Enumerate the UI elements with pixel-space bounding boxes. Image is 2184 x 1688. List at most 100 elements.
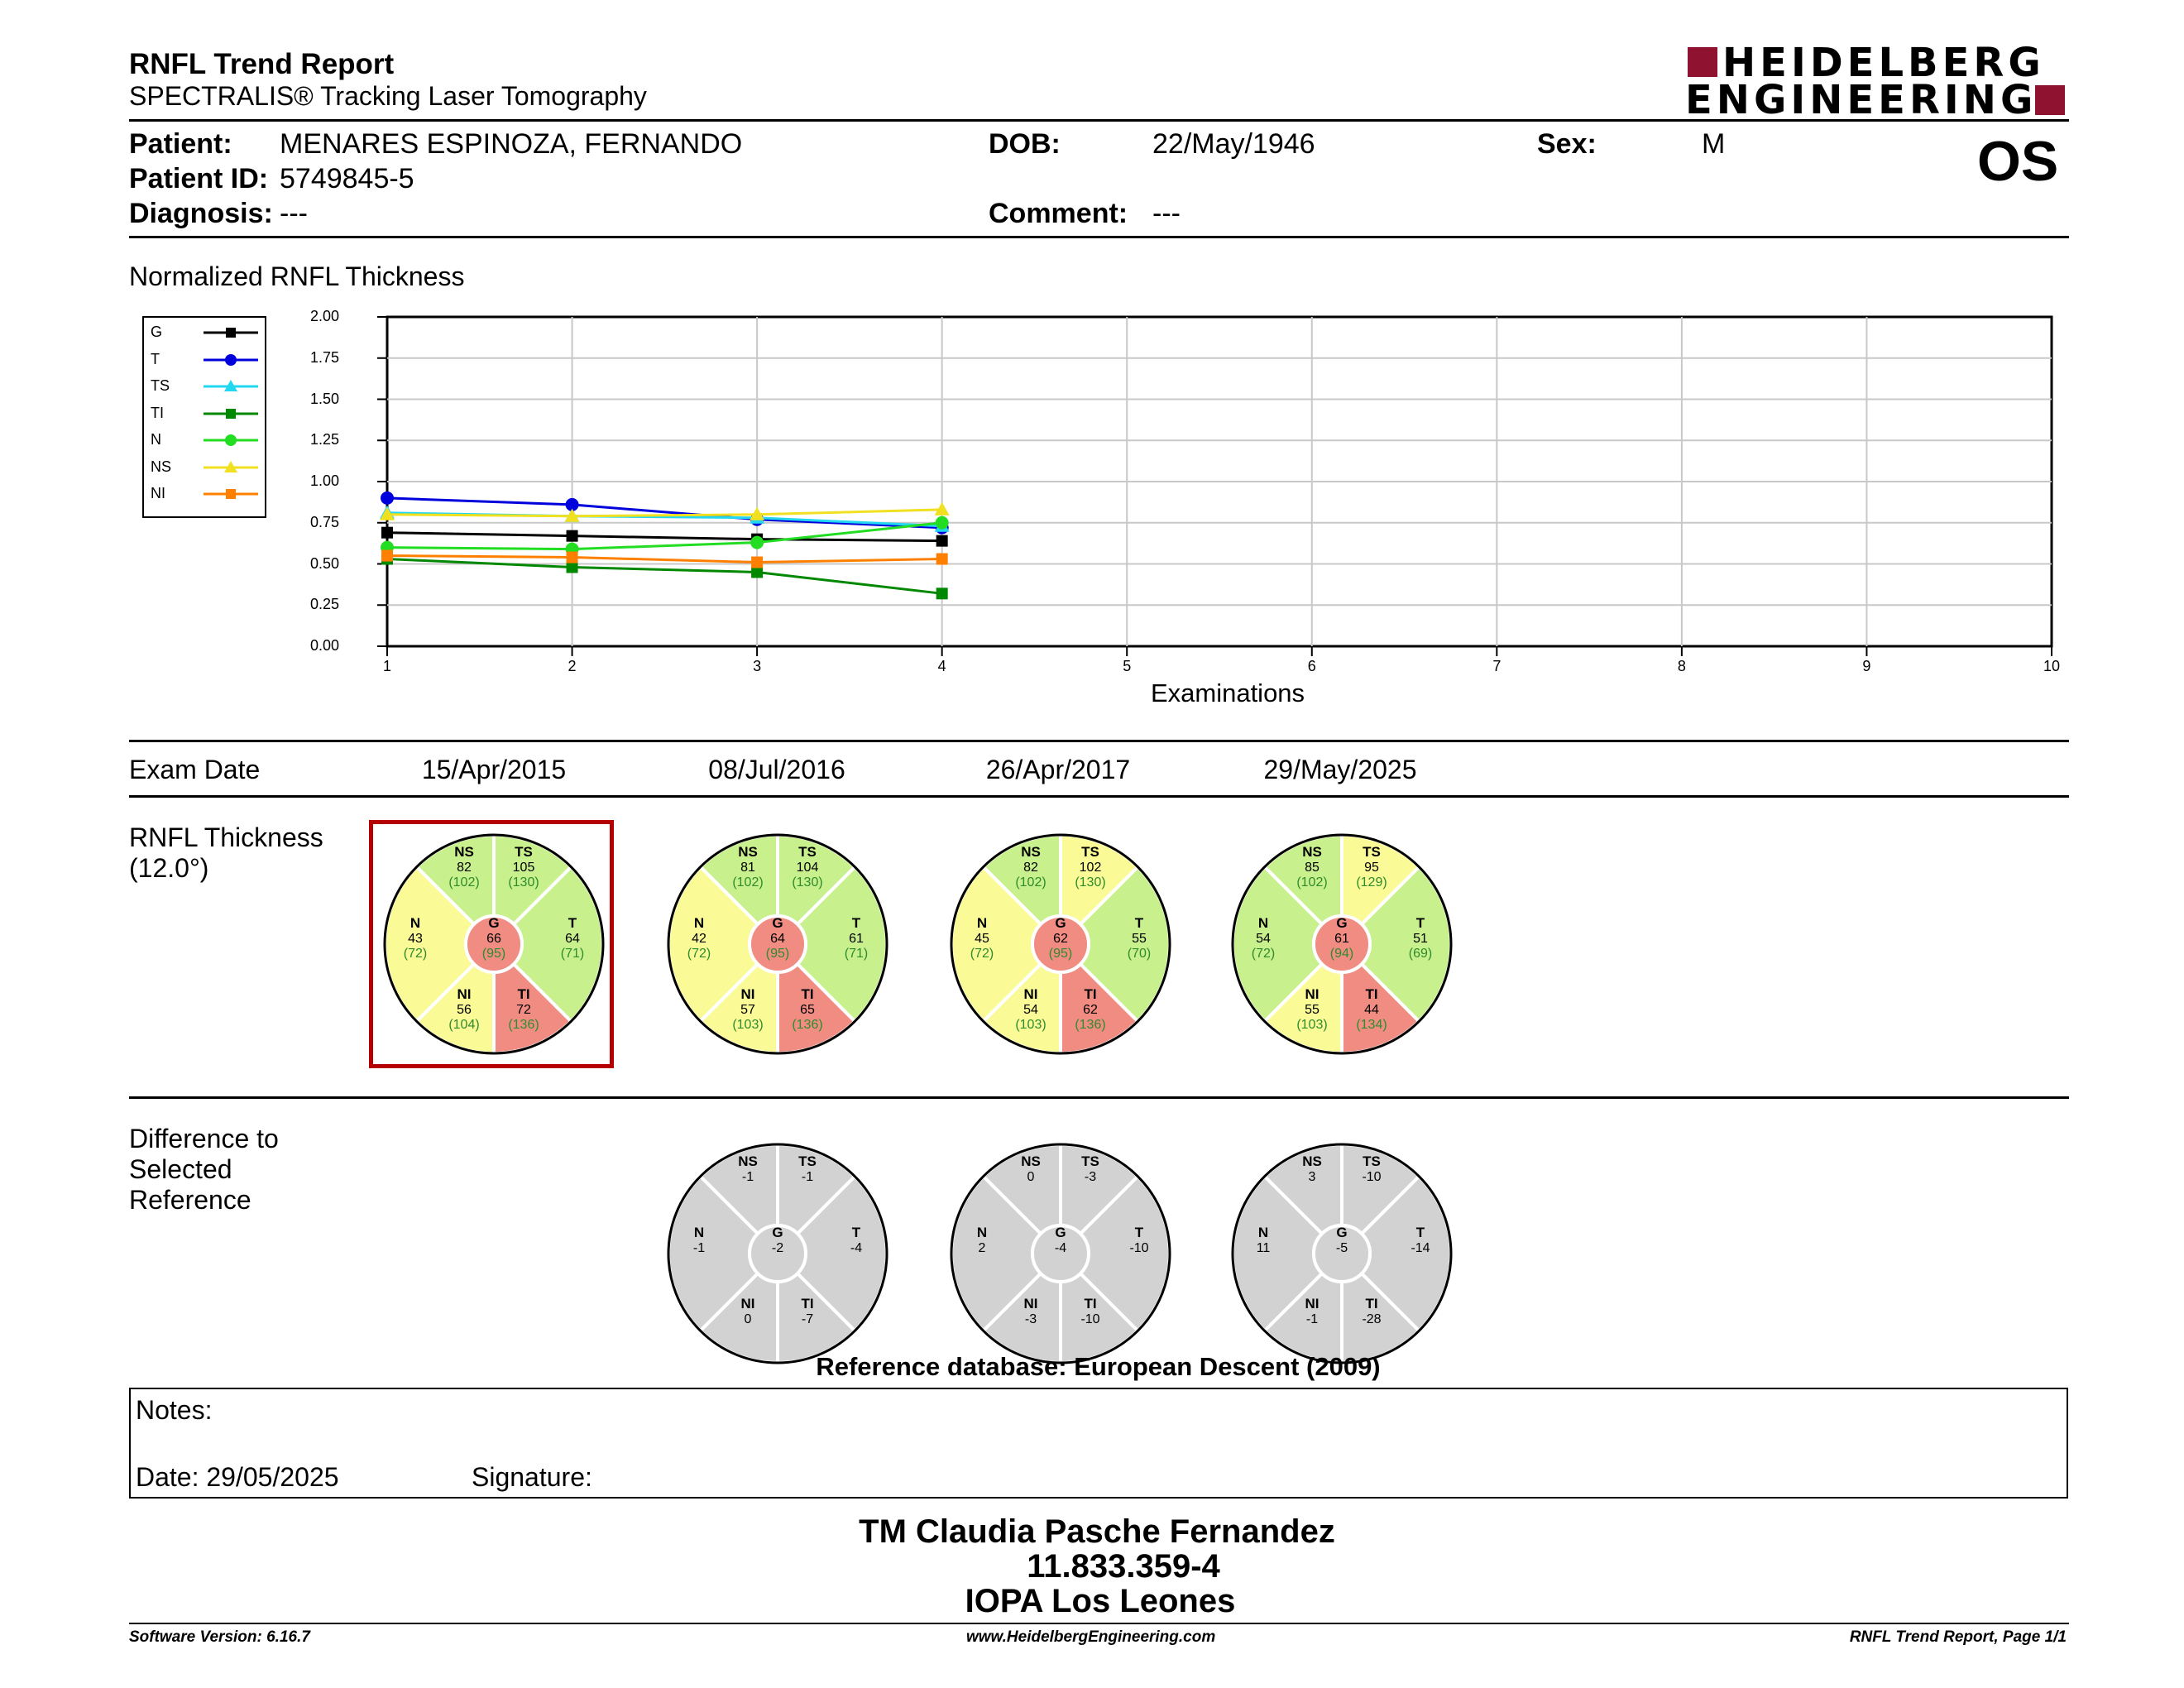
sector-name: NI [457, 986, 472, 1002]
sector-name: N [977, 1225, 987, 1240]
sector-name: TS [1081, 1153, 1099, 1169]
logo-line2: ENGINEERING [1685, 77, 2038, 123]
sector-value: 61 [849, 932, 864, 946]
sector-value: 102 [1080, 861, 1102, 875]
sex-label: Sex: [1537, 128, 1597, 160]
sector-value: 82 [457, 861, 472, 875]
stamp-id: 11.833.359-4 [1027, 1548, 1220, 1585]
sector-value: 0 [745, 1312, 752, 1326]
difference-label-1: Difference to [129, 1124, 279, 1153]
divider [129, 1096, 2069, 1099]
sector-normal: (103) [1296, 1018, 1327, 1032]
selected-reference-frame[interactable] [369, 820, 614, 1068]
sector-normal: (130) [508, 875, 539, 890]
sector-name: TS [1363, 844, 1381, 860]
legend-swatch [204, 408, 258, 419]
sector-value: 2 [979, 1241, 986, 1255]
sector-name: NS [1302, 844, 1322, 860]
sector-value: -1 [802, 1170, 813, 1184]
series-line-g [386, 531, 942, 543]
sector-normal: (95) [482, 947, 505, 961]
sector-value: -2 [772, 1241, 783, 1255]
sector-name: NI [1305, 986, 1320, 1002]
x-tick-label: 6 [1307, 658, 1316, 674]
data-point-n [750, 535, 764, 549]
sector-value: -4 [850, 1241, 862, 1255]
data-point-ns [380, 506, 395, 520]
legend-label: T [151, 350, 160, 367]
sector-normal: (71) [845, 947, 868, 961]
exam-date-4: 29/May/2025 [1263, 755, 1417, 784]
x-tick-label: 1 [382, 658, 391, 674]
sector-value: 61 [1334, 932, 1349, 946]
circle-outline [950, 833, 1171, 1055]
series-line-n [386, 521, 942, 551]
sector-value: 64 [565, 932, 580, 946]
x-tick-label: 5 [1123, 658, 1132, 674]
y-tick-label: 0.25 [309, 596, 339, 613]
sector-normal: (102) [1015, 875, 1046, 890]
data-point-ns [750, 506, 765, 520]
sector-value: 62 [1053, 932, 1068, 946]
sector-name: TS [515, 844, 533, 860]
x-tick-label: 9 [1862, 658, 1871, 674]
series-line-ns [386, 508, 942, 518]
sector-name: G [488, 915, 499, 931]
stamp-institution: IOPA Los Leones [965, 1583, 1236, 1619]
legend-swatch [204, 353, 258, 366]
sector-normal: (129) [1356, 875, 1387, 890]
sector-value: 3 [1309, 1170, 1316, 1184]
sector-name: G [1055, 1225, 1066, 1240]
sector-normal: (104) [448, 1018, 479, 1032]
notes-box[interactable]: Notes: Date: 29/05/2025 Signature: [129, 1388, 2068, 1499]
sector-value: 51 [1413, 932, 1428, 946]
logo-square-icon [2035, 85, 2065, 115]
sector-value: -10 [1080, 1312, 1099, 1326]
sector-normal: (72) [404, 947, 427, 961]
notes-label: Notes: [136, 1395, 213, 1425]
sector-value: 66 [486, 932, 501, 946]
sector-name: NI [741, 986, 755, 1002]
sector-g [748, 1224, 807, 1283]
sector-value: 54 [1023, 1003, 1038, 1017]
x-tick-label: 3 [753, 658, 762, 674]
x-tick-label: 8 [1677, 658, 1686, 674]
difference-label-3: Reference [129, 1185, 251, 1215]
sector-normal: (72) [687, 947, 711, 961]
sector-normal: (72) [970, 947, 994, 961]
exam-date-1: 15/Apr/2015 [421, 755, 567, 784]
sector-normal: (94) [1330, 947, 1353, 961]
circle-outline [667, 1143, 888, 1364]
exam-date-3: 26/Apr/2017 [985, 755, 1131, 784]
sector-normal: (72) [1252, 947, 1275, 961]
data-point-t [565, 497, 579, 511]
legend-label: NI [151, 485, 165, 501]
data-point-ni [936, 553, 948, 565]
sector-value: 54 [1256, 932, 1271, 946]
legend-label: N [151, 431, 161, 448]
series-line-t [386, 496, 942, 530]
y-tick-label: 0.75 [309, 513, 339, 530]
sector-value: -28 [1362, 1312, 1381, 1326]
circle-outline [1231, 833, 1453, 1055]
eye-label: OS [1977, 130, 2059, 193]
sector-value: 11 [1257, 1241, 1271, 1255]
dob-value: 22/May/1946 [1152, 128, 1315, 160]
sector-value: -14 [1410, 1241, 1430, 1255]
data-point-n [935, 516, 949, 530]
legend-label: TS [151, 377, 170, 394]
circle-outline [1231, 1143, 1453, 1364]
sector-value: -10 [1129, 1241, 1148, 1255]
sector-normal: (70) [1128, 947, 1151, 961]
diagnosis-label: Diagnosis: [129, 198, 273, 229]
x-tick-label: 7 [1492, 658, 1502, 674]
sector-g [748, 914, 807, 974]
sector-name: T [568, 915, 577, 931]
sector-value: 55 [1305, 1003, 1320, 1017]
sector-name: TS [798, 1153, 817, 1169]
website-link[interactable]: www.HeidelbergEngineering.com [966, 1628, 1216, 1646]
sector-normal: (130) [1075, 875, 1105, 890]
sector-name: G [1336, 1225, 1347, 1240]
divider [129, 119, 2069, 122]
